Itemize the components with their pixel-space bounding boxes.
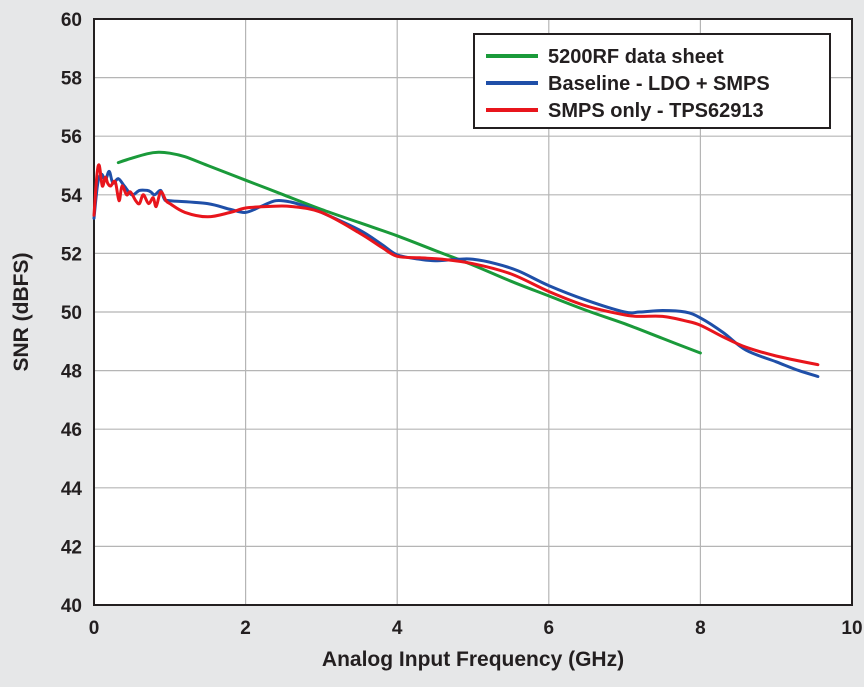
x-tick-label: 4 [392,618,403,639]
y-tick-label: 40 [61,596,82,617]
y-tick-label: 44 [61,479,83,500]
series-line-5200rf-data-sheet [116,150,702,355]
y-tick-label: 60 [61,10,82,31]
x-tick-label: 6 [544,618,555,639]
legend: 5200RF data sheet Baseline - LDO + SMPS SM… [473,33,831,129]
plot-frame [93,18,853,606]
y-tick-labels: 40 42 44 46 48 50 52 54 56 58 60 [61,10,83,617]
legend-label: SMPS only - TPS62913 [548,100,764,122]
x-tick-label: 2 [240,618,251,639]
series-layer [92,150,820,378]
legend-label: Baseline - LDO + SMPS [548,73,770,95]
y-tick-label: 46 [61,420,82,441]
series-line-baseline-ldo-smps [92,169,820,378]
y-tick-label: 42 [61,537,82,558]
x-axis-title: Analog Input Frequency (GHz) [322,648,624,671]
x-tick-label: 8 [695,618,706,639]
legend-items: 5200RF data sheet Baseline - LDO + SMPS SM… [486,46,770,122]
y-tick-label: 56 [61,127,82,148]
y-tick-label: 50 [61,303,82,324]
x-tick-label: 10 [841,618,862,639]
series-line-smps-only-tps62913 [92,163,820,367]
y-tick-label: 48 [61,362,82,383]
y-tick-label: 58 [61,69,82,90]
x-tick-labels: 0 2 4 6 8 10 [89,618,863,639]
y-tick-label: 54 [61,186,83,207]
x-tick-label: 0 [89,618,100,639]
y-tick-label: 52 [61,244,82,265]
legend-label: 5200RF data sheet [548,46,724,68]
y-axis-title: SNR (dBFS) [10,253,33,372]
